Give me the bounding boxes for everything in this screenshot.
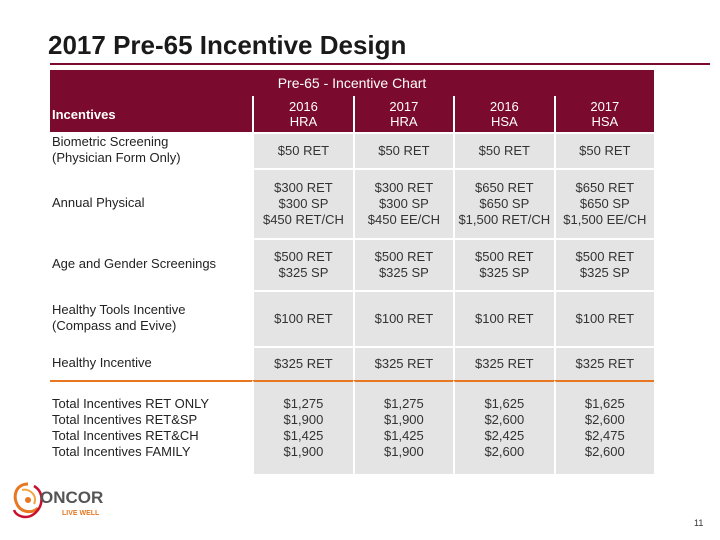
table-cell: $50 RET: [252, 132, 353, 168]
slide-title: 2017 Pre-65 Incentive Design: [48, 30, 407, 60]
chart-title: Pre-65 - Incentive Chart: [277, 75, 427, 91]
oncor-swirl-icon: [12, 482, 43, 519]
table-cell: $1,275 $1,900 $1,425 $1,900: [252, 380, 353, 474]
logo-wordmark: ONCOR: [40, 488, 104, 507]
table-cell: $100 RET: [453, 290, 554, 346]
table-cell: $300 RET $300 SP $450 RET/CH: [252, 168, 353, 238]
table-cell: $50 RET: [553, 132, 654, 168]
table-cell: $100 RET: [553, 290, 654, 346]
table-cell: $325 RET: [352, 346, 454, 380]
table-cell: $500 RET $325 SP: [252, 238, 353, 290]
table-cell: $325 RET: [453, 346, 554, 380]
table-cell: $500 RET $325 SP: [553, 238, 654, 290]
table-row-age-gender: Age and Gender Screenings $500 RET $325 S…: [50, 238, 654, 290]
logo-tagline: LIVE WELL: [62, 510, 100, 517]
table-row-healthy-tools: Healthy Tools Incentive (Compass and Eviv…: [50, 290, 654, 346]
row-label: Age and Gender Screenings: [52, 256, 217, 271]
table-cell: $50 RET: [352, 132, 454, 168]
column-header-2016-hsa: 2016 HSA: [453, 96, 554, 132]
table-cell: $300 RET $300 SP $450 EE/CH: [352, 168, 454, 238]
table-cell: $50 RET: [453, 132, 554, 168]
table-cell: $1,275 $1,900 $1,425 $1,900: [352, 380, 454, 474]
title-divider: [50, 63, 710, 65]
row-label: Healthy Tools Incentive (Compass and Eviv…: [52, 302, 186, 333]
row-label: Annual Physical: [52, 195, 145, 210]
chart-title-banner: Pre-65 - Incentive Chart: [50, 70, 654, 96]
table-cell: $1,625 $2,600 $2,425 $2,600: [453, 380, 554, 474]
column-header-2016-hra: 2016 HRA: [252, 96, 353, 132]
page-number: 11: [694, 518, 704, 528]
table-cell: $325 RET: [252, 346, 353, 380]
table-cell: $500 RET $325 SP: [453, 238, 554, 290]
table-cell: $325 RET: [553, 346, 654, 380]
table-cell: $100 RET: [352, 290, 454, 346]
row-label: Biometric Screening (Physician Form Only): [52, 134, 181, 165]
table-cell: $650 RET $650 SP $1,500 RET/CH: [453, 168, 554, 238]
column-header-incentives: Incentives: [50, 96, 253, 132]
incentive-table: Incentives 2016 HRA 2017 HRA 2016 HSA 2017 H…: [50, 96, 654, 474]
table-cell: $500 RET $325 SP: [352, 238, 454, 290]
table-row-totals: Total Incentives RET ONLY Total Incentive…: [50, 380, 654, 474]
table-cell: $650 RET $650 SP $1,500 EE/CH: [553, 168, 654, 238]
table-row-biometric: Biometric Screening (Physician Form Only)…: [50, 132, 654, 168]
table-row-annual-physical: Annual Physical $300 RET $300 SP $450 RET/…: [50, 168, 654, 238]
row-label: Total Incentives RET ONLY Total Incentive…: [50, 380, 253, 474]
table-cell: $100 RET: [252, 290, 353, 346]
table-cell: $1,625 $2,600 $2,475 $2,600: [553, 380, 654, 474]
table-row-healthy-incentive: Healthy Incentive $325 RET $325 RET $325…: [50, 346, 654, 380]
table-header-row: Incentives 2016 HRA 2017 HRA 2016 HSA 2017 H…: [50, 96, 654, 132]
column-header-2017-hra: 2017 HRA: [352, 96, 454, 132]
column-header-2017-hsa: 2017 HSA: [553, 96, 654, 132]
row-label: Healthy Incentive: [52, 355, 152, 370]
oncor-logo: ONCOR LIVE WELL: [8, 478, 118, 528]
